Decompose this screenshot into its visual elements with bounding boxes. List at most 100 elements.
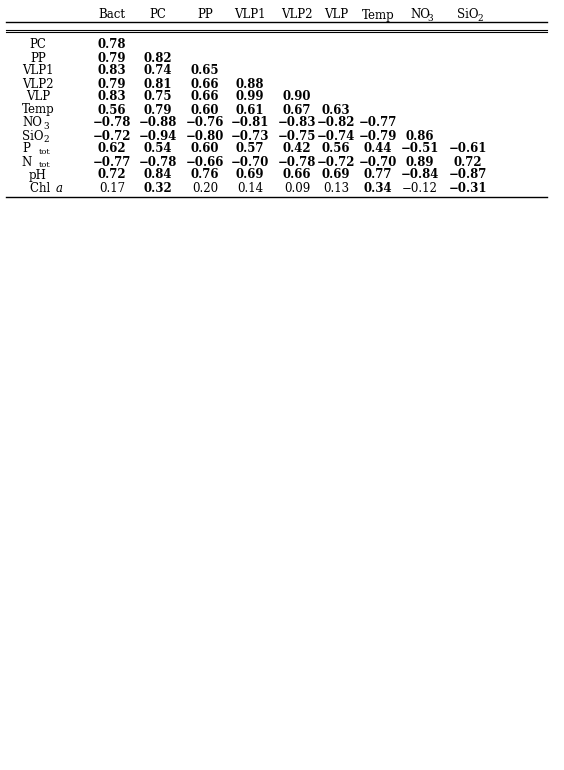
Text: 0.84: 0.84 xyxy=(144,169,172,182)
Text: a: a xyxy=(56,182,63,195)
Text: 0.90: 0.90 xyxy=(283,91,311,103)
Text: 0.72: 0.72 xyxy=(98,169,126,182)
Text: PC: PC xyxy=(149,8,166,22)
Text: 0.86: 0.86 xyxy=(406,129,434,142)
Text: SiO: SiO xyxy=(21,129,43,142)
Text: 0.76: 0.76 xyxy=(191,169,219,182)
Text: −0.79: −0.79 xyxy=(359,129,397,142)
Text: 0.83: 0.83 xyxy=(98,65,126,78)
Text: −0.81: −0.81 xyxy=(231,116,269,129)
Text: VLP1: VLP1 xyxy=(22,65,54,78)
Text: 0.89: 0.89 xyxy=(406,156,434,169)
Text: −0.31: −0.31 xyxy=(449,182,487,195)
Text: VLP: VLP xyxy=(324,8,348,22)
Text: VLP2: VLP2 xyxy=(22,78,54,91)
Text: 2: 2 xyxy=(478,14,483,22)
Text: tot: tot xyxy=(39,161,51,169)
Text: −0.74: −0.74 xyxy=(317,129,355,142)
Text: Temp: Temp xyxy=(21,103,54,116)
Text: 0.66: 0.66 xyxy=(283,169,311,182)
Text: SiO: SiO xyxy=(457,8,479,22)
Text: 0.65: 0.65 xyxy=(191,65,219,78)
Text: −0.87: −0.87 xyxy=(449,169,487,182)
Text: 0.78: 0.78 xyxy=(98,38,126,52)
Text: −0.77: −0.77 xyxy=(359,116,397,129)
Text: N: N xyxy=(21,156,32,169)
Text: −0.72: −0.72 xyxy=(92,129,131,142)
Text: 0.83: 0.83 xyxy=(98,91,126,103)
Text: −0.75: −0.75 xyxy=(278,129,316,142)
Text: Temp: Temp xyxy=(362,8,394,22)
Text: 0.42: 0.42 xyxy=(283,142,311,156)
Text: 3: 3 xyxy=(428,14,433,22)
Text: Chl: Chl xyxy=(29,182,54,195)
Text: −0.76: −0.76 xyxy=(186,116,224,129)
Text: 0.34: 0.34 xyxy=(364,182,393,195)
Text: NO: NO xyxy=(410,8,430,22)
Text: VLP1: VLP1 xyxy=(234,8,266,22)
Text: pH: pH xyxy=(29,169,47,182)
Text: 0.13: 0.13 xyxy=(323,182,349,195)
Text: 0.66: 0.66 xyxy=(191,91,219,103)
Text: VLP2: VLP2 xyxy=(281,8,313,22)
Text: −0.78: −0.78 xyxy=(139,156,177,169)
Text: −0.73: −0.73 xyxy=(231,129,269,142)
Text: 0.56: 0.56 xyxy=(321,142,350,156)
Text: 0.09: 0.09 xyxy=(284,182,310,195)
Text: −0.78: −0.78 xyxy=(93,116,131,129)
Text: PP: PP xyxy=(30,52,46,65)
Text: PP: PP xyxy=(197,8,213,22)
Text: 0.74: 0.74 xyxy=(144,65,172,78)
Text: −0.94: −0.94 xyxy=(139,129,177,142)
Text: P: P xyxy=(23,142,30,156)
Text: 0.61: 0.61 xyxy=(236,103,265,116)
Text: 0.69: 0.69 xyxy=(321,169,350,182)
Text: 0.88: 0.88 xyxy=(236,78,265,91)
Text: −0.82: −0.82 xyxy=(317,116,355,129)
Text: 0.56: 0.56 xyxy=(98,103,126,116)
Text: −0.77: −0.77 xyxy=(93,156,131,169)
Text: 0.63: 0.63 xyxy=(321,103,350,116)
Text: 0.81: 0.81 xyxy=(144,78,172,91)
Text: 0.62: 0.62 xyxy=(98,142,126,156)
Text: 0.44: 0.44 xyxy=(364,142,392,156)
Text: 0.67: 0.67 xyxy=(283,103,311,116)
Text: 0.79: 0.79 xyxy=(144,103,172,116)
Text: tot: tot xyxy=(39,148,51,156)
Text: −0.70: −0.70 xyxy=(359,156,397,169)
Text: 0.79: 0.79 xyxy=(98,78,126,91)
Text: 0.75: 0.75 xyxy=(144,91,172,103)
Text: 0.66: 0.66 xyxy=(191,78,219,91)
Text: −0.70: −0.70 xyxy=(231,156,269,169)
Text: 0.79: 0.79 xyxy=(98,52,126,65)
Text: 2: 2 xyxy=(43,135,49,143)
Text: −0.72: −0.72 xyxy=(317,156,355,169)
Text: −0.88: −0.88 xyxy=(139,116,177,129)
Text: −0.51: −0.51 xyxy=(401,142,439,156)
Text: −0.78: −0.78 xyxy=(278,156,316,169)
Text: −0.12: −0.12 xyxy=(402,182,438,195)
Text: 0.60: 0.60 xyxy=(191,103,219,116)
Text: −0.83: −0.83 xyxy=(277,116,316,129)
Text: −0.80: −0.80 xyxy=(186,129,224,142)
Text: 0.17: 0.17 xyxy=(99,182,125,195)
Text: VLP: VLP xyxy=(26,91,50,103)
Text: 0.54: 0.54 xyxy=(144,142,172,156)
Text: 0.57: 0.57 xyxy=(236,142,265,156)
Text: 0.99: 0.99 xyxy=(236,91,265,103)
Text: −0.61: −0.61 xyxy=(449,142,487,156)
Text: NO: NO xyxy=(23,116,42,129)
Text: −0.84: −0.84 xyxy=(401,169,439,182)
Text: 0.72: 0.72 xyxy=(453,156,482,169)
Text: 0.77: 0.77 xyxy=(364,169,392,182)
Text: 0.32: 0.32 xyxy=(144,182,173,195)
Text: 0.14: 0.14 xyxy=(237,182,263,195)
Text: 0.20: 0.20 xyxy=(192,182,218,195)
Text: −0.66: −0.66 xyxy=(186,156,224,169)
Text: 0.82: 0.82 xyxy=(144,52,173,65)
Text: PC: PC xyxy=(29,38,46,52)
Text: Bact: Bact xyxy=(99,8,126,22)
Text: 0.69: 0.69 xyxy=(236,169,265,182)
Text: 3: 3 xyxy=(43,122,49,131)
Text: 0.60: 0.60 xyxy=(191,142,219,156)
